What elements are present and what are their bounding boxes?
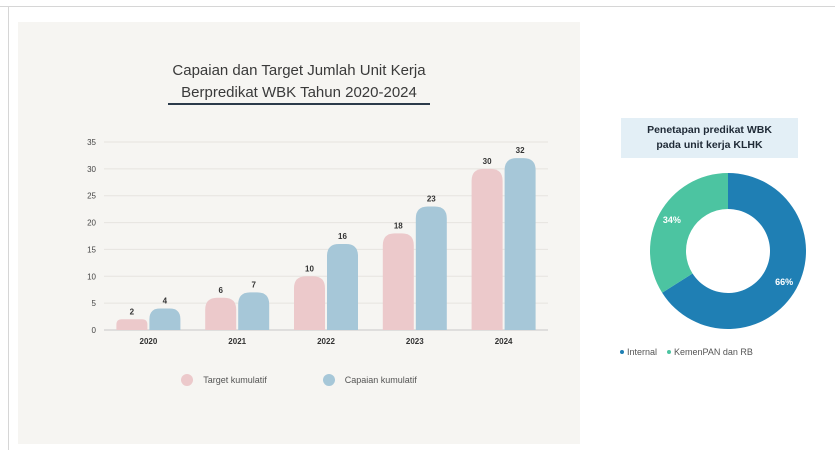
legend-item-capaian: Capaian kumulatif (322, 374, 417, 386)
y-tick-label-5: 5 (92, 299, 97, 308)
data-label-target-2021: 6 (218, 286, 223, 295)
donut-legend-item-kemenpan: KemenPAN dan RB (667, 347, 753, 357)
donut-chart-panel: Penetapan predikat WBK pada unit kerja K… (590, 22, 835, 450)
y-tick-label-10: 10 (87, 272, 96, 281)
bar-target-2024 (471, 168, 503, 330)
x-tick-label-2021: 2021 (228, 337, 246, 346)
x-tick-label-2023: 2023 (406, 337, 424, 346)
legend-item-target: Target kumulatif (181, 374, 267, 386)
legend-label-capaian: Capaian kumulatif (344, 375, 417, 385)
legend-dot-capaian (322, 374, 335, 386)
donut-slice-internal (662, 173, 806, 330)
donut-chart-title-line-1: Penetapan predikat WBK (647, 124, 772, 136)
bar-chart-plot: 0 5 10 15 20 25 30 35 2 4 2020 6 7 2021 10 16 2022 18 23 20… (87, 138, 548, 346)
x-tick-label-2022: 2022 (317, 337, 335, 346)
bar-chart-legend: Target kumulatif Capaian kumulatif (18, 374, 580, 386)
data-label-capaian-2020: 4 (163, 297, 168, 306)
donut-legend-label-internal: Internal (627, 347, 658, 357)
donut-legend-item-internal: Internal (620, 347, 657, 357)
data-label-capaian-2023: 23 (427, 194, 436, 203)
legend-dot-target (181, 374, 194, 386)
frame-line-top (0, 6, 835, 7)
y-tick-label-30: 30 (87, 165, 96, 174)
frame-line-left (8, 6, 9, 450)
bar-chart-panel: Capaian dan Target Jumlah Unit Kerja Ber… (18, 22, 580, 444)
donut-value-label-internal: 66% (775, 277, 793, 287)
donut-legend-label-kemenpan: KemenPAN dan RB (674, 347, 753, 357)
y-tick-label-20: 20 (87, 219, 96, 228)
data-label-target-2022: 10 (305, 264, 314, 273)
bar-target-2020 (116, 319, 148, 330)
data-label-target-2023: 18 (394, 221, 403, 230)
y-tick-label-15: 15 (87, 245, 96, 254)
bar-chart-title: Capaian dan Target Jumlah Unit Kerja Ber… (18, 60, 580, 104)
bar-target-2023 (382, 233, 414, 330)
bar-chart-title-line-1: Capaian dan Target Jumlah Unit Kerja (172, 62, 426, 79)
bar-capaian-2023 (415, 206, 447, 330)
data-label-target-2020: 2 (130, 307, 135, 316)
donut-legend-dot-kemenpan (667, 350, 672, 354)
bar-capaian-2021 (238, 292, 270, 330)
data-label-capaian-2021: 7 (251, 280, 256, 289)
donut-chart-legend: Internal KemenPAN dan RB (620, 347, 820, 357)
x-tick-label-2020: 2020 (140, 337, 158, 346)
y-tick-label-0: 0 (92, 326, 97, 335)
y-tick-label-35: 35 (87, 138, 96, 147)
bar-target-2021 (205, 297, 237, 330)
data-label-capaian-2022: 16 (338, 232, 347, 241)
legend-label-target: Target kumulatif (203, 375, 267, 385)
y-tick-label-25: 25 (87, 192, 96, 201)
bar-chart-title-underline (168, 103, 430, 105)
data-label-target-2024: 30 (483, 157, 492, 166)
donut-chart-title-line-2: pada unit kerja KLHK (656, 139, 763, 151)
donut-legend-dot-internal (620, 350, 624, 354)
bar-chart-title-line-2: Berpredikat WBK Tahun 2020-2024 (181, 84, 417, 101)
bar-capaian-2022 (327, 244, 358, 330)
bar-target-2022 (294, 276, 325, 330)
donut-value-label-kemenpan: 34% (663, 215, 681, 225)
donut-slice-kemenpan (650, 173, 728, 293)
bar-capaian-2024 (504, 158, 536, 330)
bar-capaian-2020 (149, 308, 181, 330)
x-tick-label-2024: 2024 (495, 337, 513, 346)
donut-chart-plot: 66% 34% (650, 173, 806, 330)
data-label-capaian-2024: 32 (516, 146, 525, 155)
donut-chart-title: Penetapan predikat WBK pada unit kerja K… (621, 118, 798, 158)
